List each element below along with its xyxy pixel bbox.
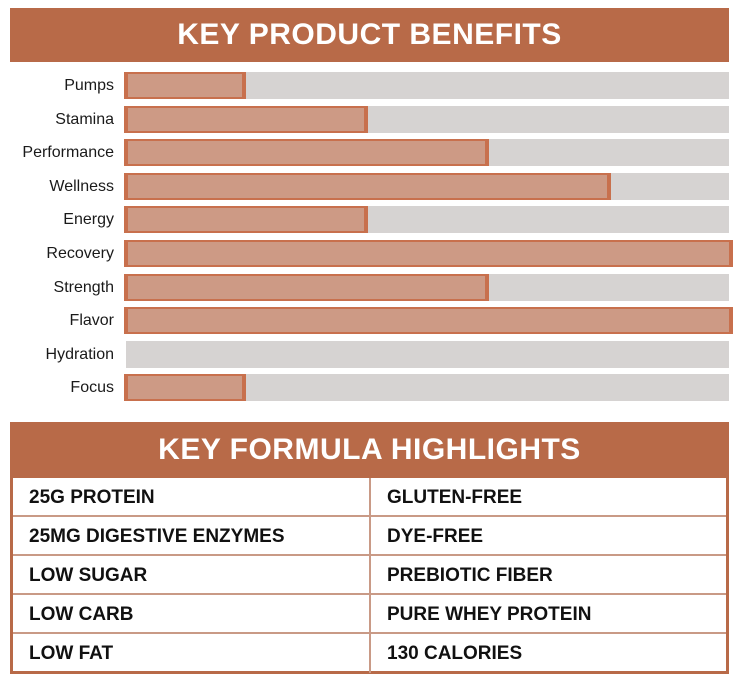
bar-row: Flavor xyxy=(0,307,738,341)
bar-label: Focus xyxy=(70,379,114,397)
bar-label: Flavor xyxy=(69,312,114,330)
bar-fill xyxy=(124,72,246,99)
bar-fill xyxy=(124,239,733,267)
bar-row: Hydration xyxy=(0,340,738,375)
formula-cell: PURE WHEY PROTEIN xyxy=(371,595,726,634)
bar-row: Recovery xyxy=(0,239,738,274)
bar-fill xyxy=(124,374,246,402)
formula-cell: LOW CARB xyxy=(13,595,371,634)
bar-label: Wellness xyxy=(49,177,114,195)
formula-cell: LOW FAT xyxy=(13,634,371,673)
bar-row: Energy xyxy=(0,206,738,240)
bar-label: Pumps xyxy=(64,77,114,94)
bar-track xyxy=(126,340,729,368)
bar-label: Hydration xyxy=(45,345,114,363)
bar-fill xyxy=(124,105,368,133)
bar-label: Performance xyxy=(22,144,114,162)
bar-label: Recovery xyxy=(46,244,114,262)
benefits-bar-chart: Pumps Stamina Performance Wellness Energy Rec… xyxy=(0,72,738,408)
bar-label: Strength xyxy=(53,278,114,296)
formula-cell: GLUTEN-FREE xyxy=(371,478,726,517)
formula-cell: LOW SUGAR xyxy=(13,556,371,595)
bar-label: Stamina xyxy=(55,110,114,128)
bar-row: Focus xyxy=(0,374,738,408)
bar-row: Strength xyxy=(0,273,738,308)
formula-cell: PREBIOTIC FIBER xyxy=(371,556,726,595)
formula-cell: 25MG DIGESTIVE ENZYMES xyxy=(13,517,371,556)
formula-cell: DYE-FREE xyxy=(371,517,726,556)
formula-grid: 25G PROTEIN GLUTEN-FREE 25MG DIGESTIVE ENZ… xyxy=(13,478,726,673)
formula-cell: 25G PROTEIN xyxy=(13,478,371,517)
bar-fill xyxy=(124,307,733,335)
bar-fill xyxy=(124,139,490,167)
bar-row: Stamina xyxy=(0,105,738,140)
bar-row: Performance xyxy=(0,139,738,173)
benefits-title: KEY PRODUCT BENEFITS xyxy=(10,8,729,62)
bar-label: Energy xyxy=(63,211,114,229)
bar-fill xyxy=(124,172,612,200)
formula-highlights-table: KEY FORMULA HIGHLIGHTS 25G PROTEIN GLUTEN… xyxy=(10,422,729,674)
formula-title: KEY FORMULA HIGHLIGHTS xyxy=(13,422,726,478)
bar-row: Wellness xyxy=(0,172,738,207)
bar-fill xyxy=(124,206,368,234)
bar-row: Pumps xyxy=(0,72,738,106)
bar-fill xyxy=(124,273,490,301)
formula-cell: 130 CALORIES xyxy=(387,643,523,664)
